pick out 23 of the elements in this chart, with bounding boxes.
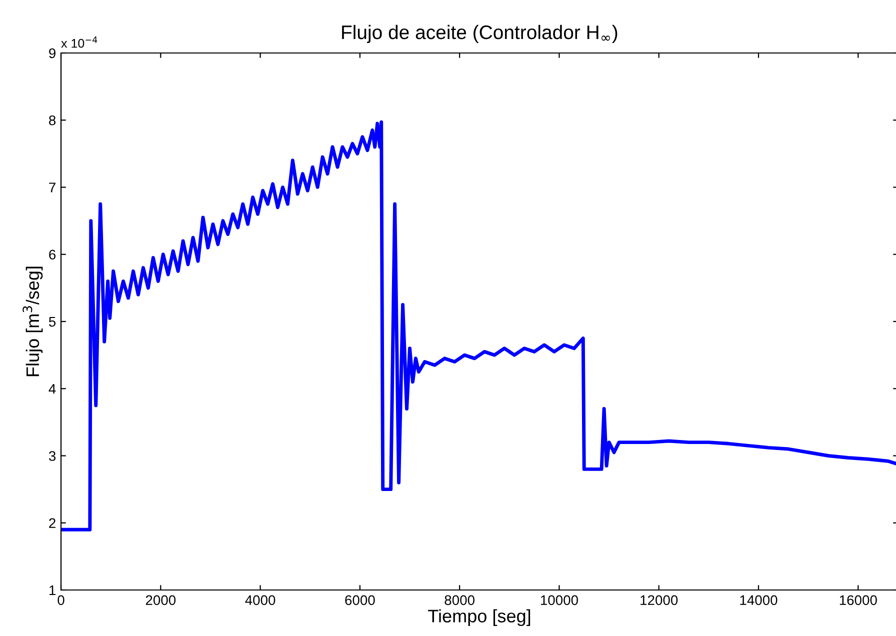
x-tick-label: 2000	[146, 595, 176, 606]
text: x 10$^{−4}$	[61, 36, 98, 48]
y-tick-label: 2	[49, 518, 56, 528]
y-tick-label: 4	[48, 384, 56, 394]
x-tick-label: 14000	[740, 595, 778, 606]
y-axis-title: Flujo [m$^{3}$/seg]	[22, 266, 43, 376]
y-tick-label: 1	[49, 585, 56, 596]
x-tick-label: 0	[58, 595, 64, 606]
x-tick-label: 16000	[840, 595, 877, 606]
y-tick-label: 7	[49, 182, 56, 192]
chart-title: Flujo de aceite (Controlador H$_{∞}$)	[342, 24, 618, 44]
x-tick-label: 8000	[444, 595, 474, 606]
x-tick-label: 4000	[245, 595, 276, 606]
line-series	[61, 120, 896, 532]
y-tick-label: 9	[49, 48, 56, 58]
x-axis-title: Tiempo [seg]	[428, 609, 530, 626]
y-tick-label: 6	[49, 250, 56, 260]
x-tick-label: 6000	[345, 595, 375, 606]
x-tick-label: 10000	[540, 595, 578, 606]
y-tick-label: 5	[48, 316, 56, 327]
y-tick-label: 8	[49, 115, 56, 126]
x-tick-label: 12000	[640, 595, 678, 606]
y-tick-label: 3	[48, 451, 56, 461]
